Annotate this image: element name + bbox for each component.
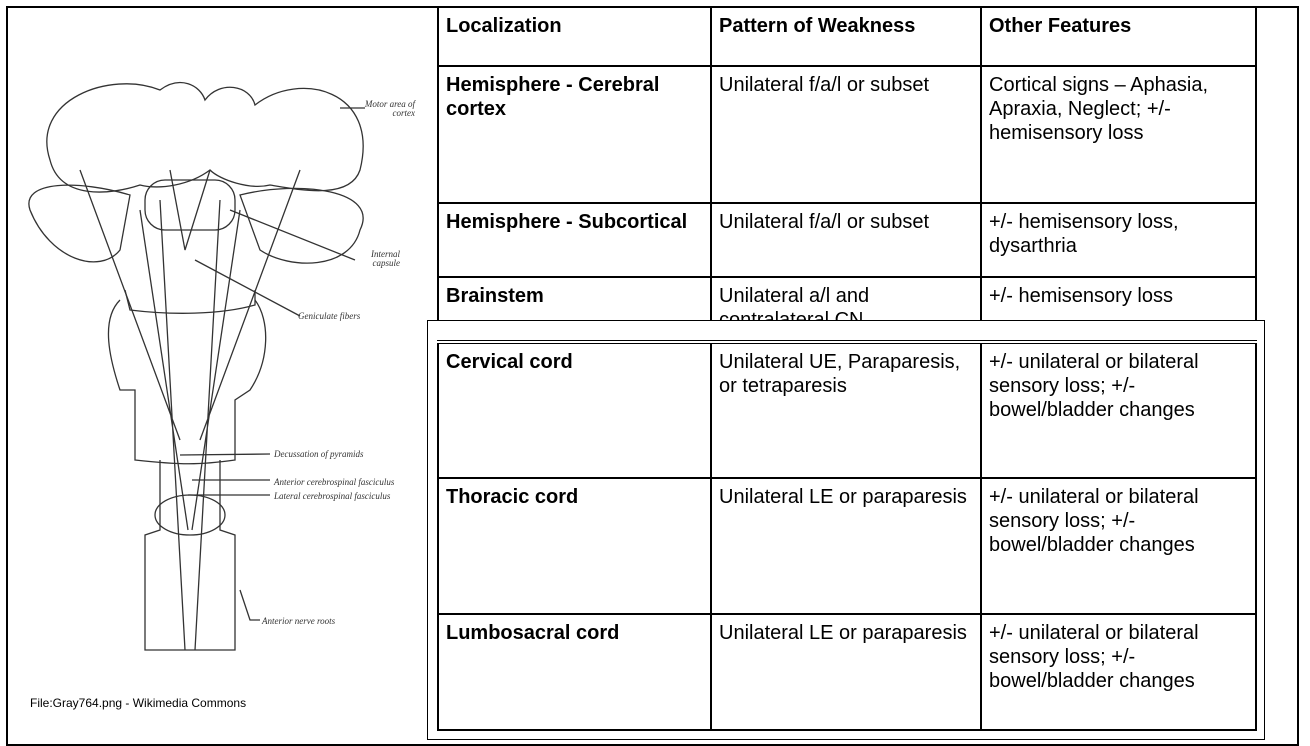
table-cell: Other Features <box>980 6 1257 67</box>
table-row: Localization Pattern of Weakness Other Fea… <box>437 6 1257 67</box>
header-text: Pattern of Weakness <box>719 15 916 37</box>
table-cell: Unilateral LE or paraparesis <box>710 477 982 615</box>
table-cell: +/- unilateral or bilateral sensory loss… <box>980 341 1257 479</box>
table-row: Lumbosacral cord Unilateral LE or parapar… <box>437 613 1257 731</box>
brain-illustration <box>28 81 365 651</box>
cell-text: Thoracic cord <box>446 486 579 508</box>
cell-text: Unilateral LE or paraparesis <box>719 486 967 508</box>
table-row: Hemisphere - Subcortical Unilateral f/a/l… <box>437 202 1257 278</box>
cell-text: Cervical cord <box>446 351 573 373</box>
cell-text: Unilateral UE, Paraparesis, or tetrapare… <box>719 351 961 397</box>
table-row: Cervical cord Unilateral UE, Paraparesis,… <box>437 341 1257 479</box>
figure-label: Motor area of cortex <box>364 99 415 118</box>
figure-label: Anterior nerve roots <box>262 616 336 626</box>
table-cell: Unilateral f/a/l or subset <box>710 202 982 278</box>
table-row: Thoracic cord Unilateral LE or paraparesi… <box>437 477 1257 615</box>
figure-label: Lateral cerebrospinal fasciculus <box>274 491 391 501</box>
figure-label: Internal capsule <box>371 249 400 268</box>
cell-text: +/- hemisensory loss, dysarthria <box>989 211 1179 257</box>
table-cell: +/- unilateral or bilateral sensory loss… <box>980 477 1257 615</box>
cell-text: Cortical signs – Aphasia, Apraxia, Negle… <box>989 74 1209 144</box>
figure-label: Anterior cerebrospinal fasciculus <box>274 477 395 487</box>
cell-text: Unilateral f/a/l or subset <box>719 211 930 233</box>
table-cell: Pattern of Weakness <box>710 6 982 67</box>
table-cell: Cortical signs – Aphasia, Apraxia, Negle… <box>980 65 1257 204</box>
table-row: Hemisphere - Cerebral cortex Unilateral f… <box>437 65 1257 204</box>
table-cell: Unilateral LE or paraparesis <box>710 613 982 731</box>
table-cell: Thoracic cord <box>437 477 712 615</box>
cell-text: +/- unilateral or bilateral sensory loss… <box>989 622 1199 692</box>
table-cell: +/- hemisensory loss, dysarthria <box>980 202 1257 278</box>
cell-text: Hemisphere - Subcortical <box>446 211 688 233</box>
cell-text: +/- unilateral or bilateral sensory loss… <box>989 351 1199 421</box>
table-cell: Cervical cord <box>437 341 712 479</box>
table-cell: Unilateral f/a/l or subset <box>710 65 982 204</box>
figure-caption: File:Gray764.png - Wikimedia Commons <box>30 696 247 710</box>
header-text: Localization <box>446 15 562 37</box>
table-cell: Localization <box>437 6 712 67</box>
table-cell: +/- unilateral or bilateral sensory loss… <box>980 613 1257 731</box>
header-text: Other Features <box>989 15 1132 37</box>
cell-text: Lumbosacral cord <box>446 622 620 644</box>
table-cell: Unilateral UE, Paraparesis, or tetrapare… <box>710 341 982 479</box>
table-cell: Hemisphere - Subcortical <box>437 202 712 278</box>
cell-text: Brainstem <box>446 285 544 307</box>
cell-text: Unilateral f/a/l or subset <box>719 74 930 96</box>
figure-label: Decussation of pyramids <box>274 449 364 459</box>
table-bottom: Cervical cord Unilateral UE, Paraparesis,… <box>437 340 1257 731</box>
cell-text: +/- hemisensory loss <box>989 285 1173 307</box>
figure-label: Geniculate fibers <box>298 311 361 321</box>
cell-text: Unilateral LE or paraparesis <box>719 622 967 644</box>
cell-text: +/- unilateral or bilateral sensory loss… <box>989 486 1199 556</box>
table-cell: Lumbosacral cord <box>437 613 712 731</box>
table-cell: Hemisphere - Cerebral cortex <box>437 65 712 204</box>
cell-text: Hemisphere - Cerebral cortex <box>446 74 660 120</box>
table-top: Localization Pattern of Weakness Other Fea… <box>437 6 1257 340</box>
